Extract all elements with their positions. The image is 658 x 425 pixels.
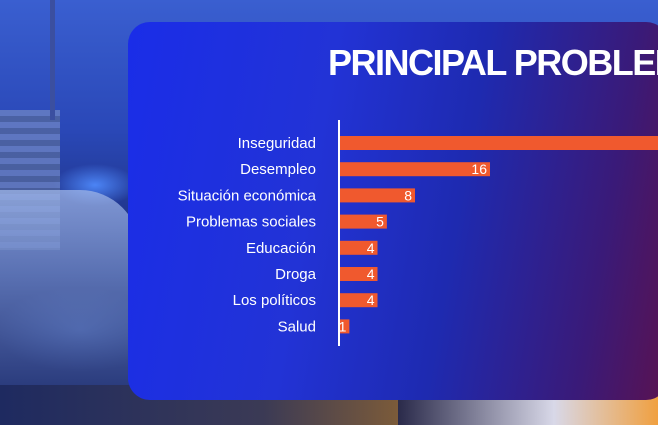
value-label-7: 1: [339, 318, 347, 334]
value-label-3: 5: [376, 214, 384, 230]
bar-4: [340, 240, 378, 255]
bar-0: [340, 136, 658, 150]
background-pole: [50, 0, 55, 120]
bar-1: [340, 162, 490, 177]
chart-title: PRINCIPAL PROBLEMA: [328, 42, 658, 83]
bars-group: Inseguridad Desempleo 16 Situación económic…: [178, 120, 658, 346]
value-label-5: 4: [367, 266, 375, 282]
category-label-3: Problemas sociales: [186, 214, 316, 231]
value-label-2: 8: [404, 187, 412, 203]
value-label-1: 16: [471, 161, 487, 177]
chart-panel: PRINCIPAL PROBLEMA: [128, 22, 658, 400]
category-label-2: Situación económica: [178, 187, 317, 204]
category-label-0: Inseguridad: [238, 135, 316, 152]
category-label-6: Los políticos: [233, 292, 316, 309]
bar-3: [340, 214, 387, 229]
category-label-1: Desempleo: [240, 161, 316, 178]
category-label-7: Salud: [278, 318, 316, 335]
value-label-4: 4: [367, 240, 375, 256]
value-label-6: 4: [367, 292, 375, 308]
category-label-4: Educación: [246, 240, 316, 257]
bar-7: [340, 319, 350, 334]
bar-2: [340, 188, 415, 203]
bar-5: [340, 267, 378, 281]
bar-6: [340, 293, 378, 308]
category-label-5: Droga: [275, 266, 317, 283]
background-police-car: [0, 190, 140, 400]
